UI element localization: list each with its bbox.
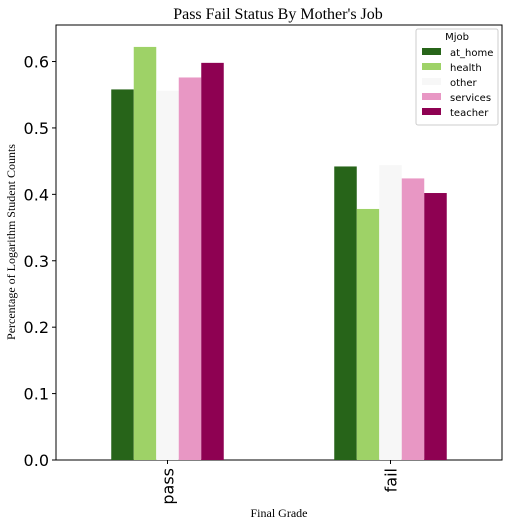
- y-tick-label: 0.0: [24, 451, 49, 470]
- x-tick-label: fail: [382, 468, 401, 492]
- y-axis-label: Percentage of Logarithm Student Counts: [4, 144, 18, 340]
- bar-teacher-fail: [424, 193, 447, 460]
- bar-services-pass: [179, 77, 202, 460]
- bar-other-fail: [379, 165, 402, 460]
- y-axis: 0.0 0.1 0.2 0.3 0.4 0.5 0.6: [24, 53, 56, 470]
- legend-swatch-other: [422, 78, 441, 85]
- y-tick-label: 0.2: [24, 318, 49, 337]
- y-tick-label: 0.3: [24, 252, 49, 271]
- legend-label-teacher: teacher: [450, 108, 489, 119]
- chart-title: Pass Fail Status By Mother's Job: [173, 6, 383, 23]
- x-tick-label: pass: [159, 468, 178, 505]
- legend-swatch-teacher: [422, 108, 441, 115]
- legend-label-at_home: at_home: [450, 48, 493, 59]
- bar-health-fail: [357, 209, 380, 460]
- legend-label-other: other: [450, 78, 478, 89]
- x-axis-label: Final Grade: [251, 506, 308, 520]
- legend-title: Mjob: [445, 32, 469, 43]
- legend-swatch-at_home: [422, 48, 441, 55]
- bar-at_home-fail: [334, 166, 357, 460]
- x-axis: pass fail: [159, 460, 401, 505]
- legend-swatch-services: [422, 93, 441, 100]
- y-tick-label: 0.1: [24, 385, 49, 404]
- y-tick-label: 0.6: [24, 53, 49, 72]
- legend-label-health: health: [450, 63, 482, 74]
- bar-at_home-pass: [111, 89, 134, 460]
- y-tick-label: 0.5: [24, 119, 49, 138]
- legend-swatch-health: [422, 63, 441, 70]
- bar-health-pass: [134, 47, 157, 460]
- bar-other-pass: [156, 91, 179, 460]
- legend-label-services: services: [450, 93, 491, 104]
- y-tick-label: 0.4: [24, 185, 49, 204]
- bar-teacher-pass: [201, 63, 224, 460]
- bar-services-fail: [402, 178, 425, 460]
- bars-group: [111, 47, 447, 460]
